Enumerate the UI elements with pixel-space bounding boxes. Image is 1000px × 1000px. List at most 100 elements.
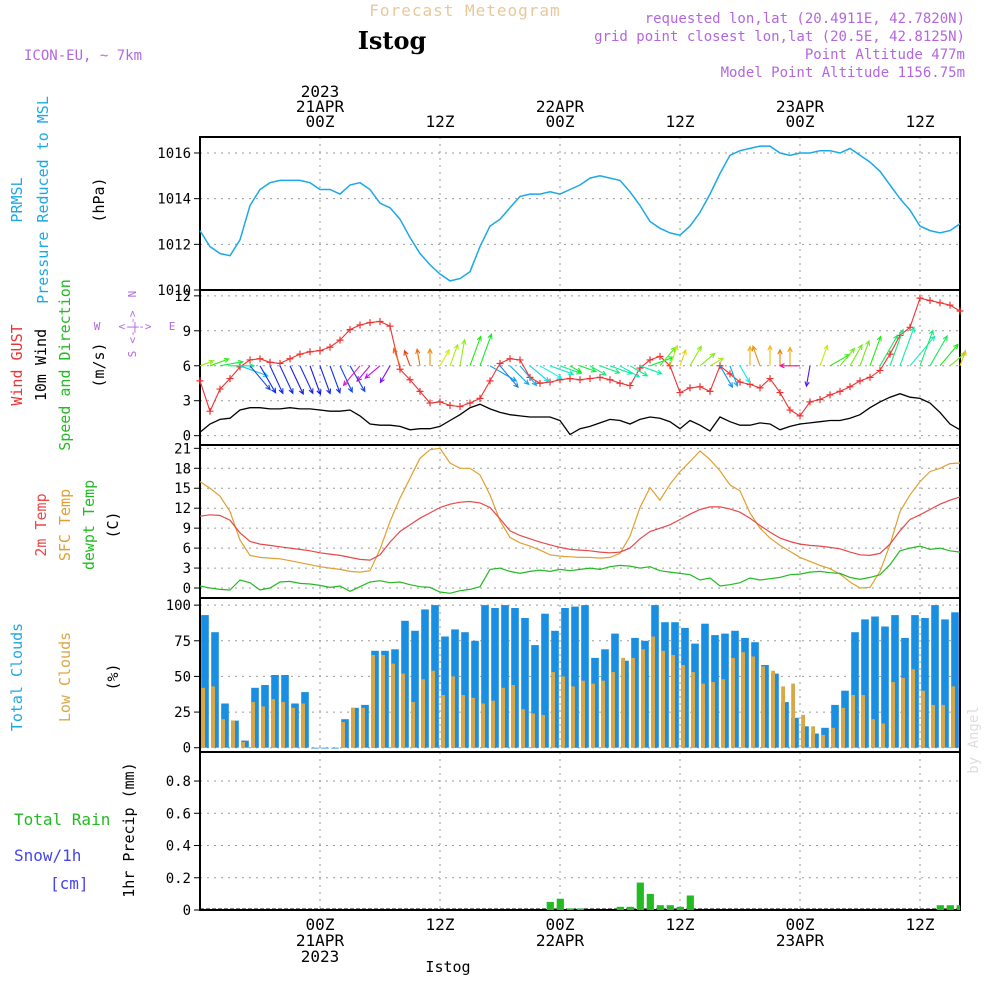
gust-marker: [256, 355, 264, 363]
low-cloud-bar: [631, 657, 635, 748]
wind-arrow: [819, 344, 829, 366]
wind-arrow: [629, 365, 649, 377]
gust-marker: [196, 377, 204, 385]
wind-arrow: [309, 365, 322, 396]
gust-marker: [436, 398, 444, 406]
gust-marker: [886, 350, 894, 358]
gust-marker: [516, 356, 524, 364]
low-cloud-bar: [581, 680, 585, 748]
low-cloud-bar: [291, 707, 295, 748]
ytick-label: 0.6: [166, 806, 191, 822]
ytick-label: 18: [174, 461, 191, 477]
gust-marker: [676, 389, 684, 397]
top-time-label: 00Z: [306, 112, 335, 131]
panel-axis-label: 2m Temp: [32, 493, 50, 556]
gust-marker: [456, 403, 464, 411]
rain-bar: [576, 908, 584, 910]
rain-bar: [666, 905, 674, 910]
low-cloud-bar: [701, 683, 705, 748]
ytick-label: 25: [174, 705, 191, 721]
gust-marker: [216, 385, 224, 393]
rain-bar: [626, 906, 634, 910]
total-cloud-bar: [921, 618, 929, 748]
total-cloud-bar: [831, 704, 839, 748]
gust-marker: [326, 343, 334, 351]
rain-label: Total Rain: [14, 810, 110, 829]
ytick-label: 1014: [157, 192, 191, 208]
low-cloud-bar: [351, 707, 355, 748]
low-cloud-bar: [851, 695, 855, 748]
low-cloud-bar: [931, 704, 935, 748]
rain-bar: [616, 906, 624, 910]
rain-bar: [686, 895, 694, 910]
bottom-time-label: 12Z: [426, 915, 455, 934]
low-cloud-bar: [451, 676, 455, 748]
wind-arrow: [356, 365, 371, 383]
total-cloud-bar: [891, 615, 899, 748]
ytick-label: 9: [183, 324, 191, 340]
ytick-label: 0.8: [166, 774, 191, 790]
gust-marker: [696, 383, 704, 391]
low-cloud-bar: [921, 690, 925, 748]
low-cloud-bar: [901, 677, 905, 748]
rain-bar: [566, 908, 574, 910]
low-cloud-bar: [801, 714, 805, 748]
top-time-label: 12Z: [426, 112, 455, 131]
total-cloud-bar: [851, 632, 859, 748]
gust-marker: [396, 365, 404, 373]
gust-marker: [796, 412, 804, 420]
gust-marker: [386, 322, 394, 330]
total-cloud-bar: [541, 613, 549, 748]
wind-arrow: [639, 365, 663, 375]
total-cloud-bar: [531, 645, 539, 748]
dewpt-line: [199, 545, 961, 594]
wind-arrow: [679, 348, 687, 366]
rain-bar: [556, 898, 564, 910]
watermark: by Angel: [966, 706, 982, 773]
gust-marker: [536, 379, 544, 387]
wind-arrow: [364, 365, 381, 379]
wind-arrow: [427, 347, 433, 366]
wind-arrow: [939, 343, 959, 367]
low-cloud-bar: [361, 707, 365, 748]
low-cloud-bar: [601, 680, 605, 748]
top-time-label: 23APR: [776, 97, 825, 116]
low-cloud-bar: [871, 719, 875, 748]
wind-arrow: [289, 365, 304, 396]
chart-panels: 1010101210141016036912036912151821025507…: [157, 136, 967, 919]
wind-arrow: [909, 335, 936, 367]
low-cloud-bar: [711, 682, 715, 748]
total-cloud-bar: [881, 626, 889, 748]
bottom-time-label: 00Z: [786, 915, 815, 934]
gust-marker: [766, 375, 774, 383]
ytick-label: 0.4: [166, 839, 191, 855]
wind-arrow: [569, 365, 583, 373]
wind-arrow: [479, 333, 493, 366]
wind-arrow: [599, 365, 621, 374]
gust-marker: [336, 336, 344, 344]
gust-marker: [506, 355, 514, 363]
panel-labels: W E <-|-><-|-> N S PRMSL Pressure Reduced to M…: [8, 96, 175, 898]
wind-arrow: [729, 365, 739, 388]
gust-marker: [916, 294, 924, 302]
wind-arrow: [787, 346, 793, 366]
gust-marker: [346, 326, 354, 334]
wind-arrow: [509, 365, 530, 386]
gust-marker: [856, 377, 864, 385]
ytick-label: 1012: [157, 237, 191, 253]
gust-marker: [706, 387, 714, 395]
requested-coords: requested lon,lat (20.4911E, 42.7820N): [645, 11, 965, 27]
low-cloud-bar: [481, 703, 485, 748]
low-cloud-bar: [371, 655, 375, 748]
gust-marker: [596, 373, 604, 381]
wind-arrow: [739, 365, 751, 384]
ytick-label: 1010: [157, 283, 191, 299]
bottom-time-label: 00Z: [306, 915, 335, 934]
wind-arrow: [259, 365, 277, 394]
wind-arrow: [249, 365, 271, 391]
rain-bar: [946, 905, 954, 910]
gust-marker: [806, 398, 814, 406]
wind-arrow: [751, 345, 761, 366]
wind-arrow: [709, 357, 725, 367]
